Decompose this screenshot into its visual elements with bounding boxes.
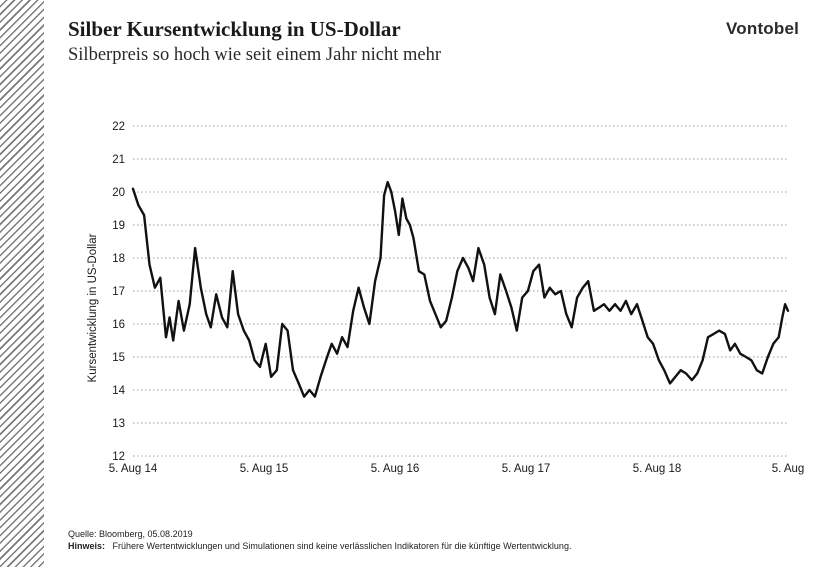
- hatched-side-border: [0, 0, 44, 567]
- x-tick-label: 5. Aug: [772, 463, 805, 475]
- source-note: Quelle: Bloomberg, 05.08.2019: [68, 529, 193, 539]
- x-tick-label: 5. Aug 16: [371, 463, 420, 475]
- x-tick-label: 5. Aug 15: [240, 463, 289, 475]
- chart-title: Silber Kursentwicklung in US-Dollar: [68, 17, 401, 41]
- x-tick-label: 5. Aug 14: [109, 463, 158, 475]
- y-tick-label: 13: [112, 418, 125, 430]
- y-tick-label: 15: [112, 352, 125, 364]
- series-layer: [131, 180, 790, 398]
- y-tick-label: 22: [112, 121, 125, 133]
- disclaimer-text: Frühere Wertentwicklungen und Simulation…: [112, 541, 572, 551]
- y-axis-ticks: 12 13 14 15 16 17 18 19 20 21 22: [112, 121, 125, 463]
- y-tick-label: 16: [112, 319, 125, 331]
- series-line-0: [131, 180, 790, 398]
- x-axis-ticks: 5. Aug 14 5. Aug 15 5. Aug 16 5. Aug 17 5. A…: [109, 463, 805, 475]
- x-tick-label: 5. Aug 18: [633, 463, 682, 475]
- y-axis-label: Kursentwicklung in US-Dollar: [87, 233, 99, 382]
- y-tick-label: 20: [112, 187, 125, 199]
- y-tick-label: 14: [112, 385, 125, 397]
- disclaimer: Hinweis: Frühere Wertentwicklungen und S…: [68, 541, 571, 551]
- vontobel-logo: Vontobel: [726, 19, 800, 38]
- y-tick-label: 21: [112, 154, 125, 166]
- y-tick-label: 18: [112, 253, 125, 265]
- disclaimer-label: Hinweis:: [68, 541, 106, 551]
- y-tick-label: 12: [112, 451, 125, 463]
- x-tick-label: 5. Aug 17: [502, 463, 551, 475]
- chart-subtitle: Silberpreis so hoch wie seit einem Jahr …: [68, 45, 441, 65]
- y-tick-label: 19: [112, 220, 125, 232]
- y-tick-label: 17: [112, 286, 125, 298]
